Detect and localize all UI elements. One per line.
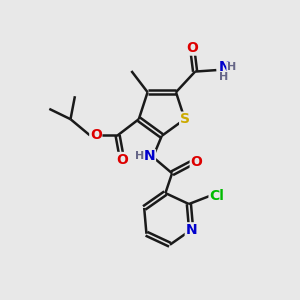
Text: O: O	[90, 128, 102, 142]
Text: N: N	[144, 149, 156, 164]
Text: O: O	[186, 41, 198, 55]
Text: N: N	[219, 60, 230, 74]
Text: O: O	[116, 152, 128, 167]
Text: H: H	[226, 61, 236, 72]
Text: S: S	[180, 112, 190, 126]
Text: N: N	[185, 223, 197, 237]
Text: H: H	[135, 152, 144, 161]
Text: O: O	[190, 155, 202, 169]
Text: Cl: Cl	[209, 189, 224, 203]
Text: H: H	[219, 72, 228, 82]
